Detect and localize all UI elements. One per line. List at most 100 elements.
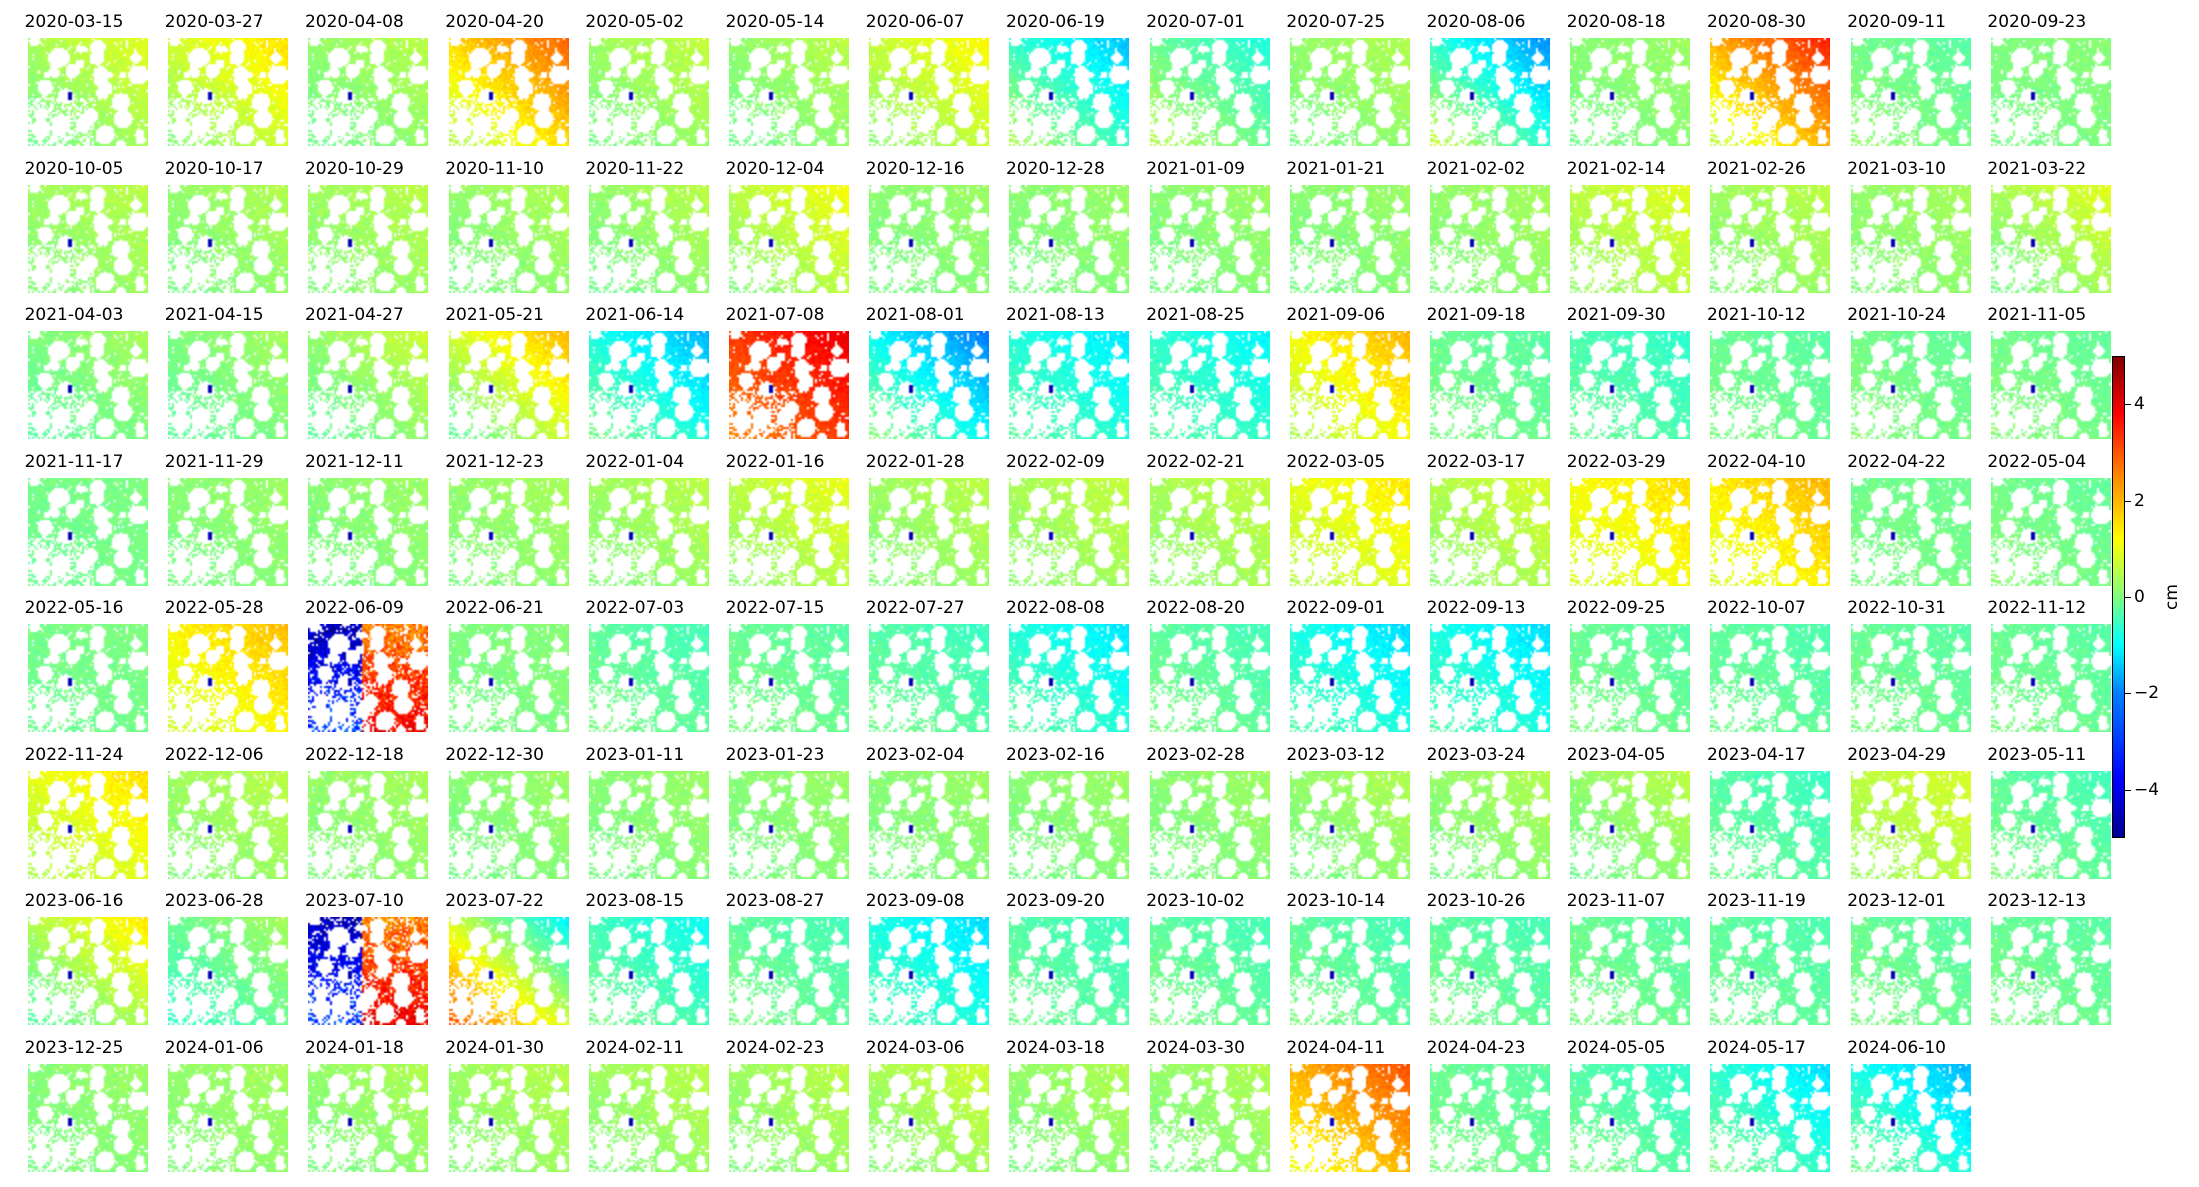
displacement-map [1289,184,1410,293]
displacement-map [1430,331,1550,439]
panel-title: 2021-01-21 [1286,158,1386,179]
panel-title: 2023-08-15 [585,891,685,911]
panel-title: 2023-06-28 [164,891,264,911]
displacement-map [1710,477,1831,586]
panel-2024-04-11: 2024-04-11 [1276,1038,1416,1184]
panel-title: 2021-11-17 [24,451,124,472]
displacement-map [168,38,289,146]
displacement-map [1850,331,1971,439]
panel-2022-03-05: 2022-03-05 [1276,452,1416,598]
panel-title: 2020-12-04 [725,158,825,179]
displacement-map [28,1063,148,1172]
panel-2022-07-15: 2022-07-15 [715,598,855,744]
panel-title: 2023-06-16 [24,891,124,911]
panel-2024-05-05: 2024-05-05 [1556,1038,1696,1184]
displacement-map [729,624,849,732]
displacement-map [1850,1063,1971,1172]
displacement-map [729,331,849,439]
displacement-map [869,624,990,732]
panel-title: 2020-07-25 [1286,12,1386,32]
displacement-map [308,331,429,439]
panel-title: 2023-07-10 [304,891,404,911]
panel-2022-11-24: 2022-11-24 [14,745,154,891]
panel-title: 2022-10-07 [1706,598,1806,618]
displacement-map [588,477,709,586]
displacement-map [308,917,429,1025]
displacement-map [1570,38,1691,146]
panel-2023-08-15: 2023-08-15 [575,891,715,1037]
panel-2021-03-10: 2021-03-10 [1837,159,1977,305]
displacement-map [168,917,289,1025]
panel-2022-12-18: 2022-12-18 [294,745,434,891]
panel-2021-02-14: 2021-02-14 [1556,159,1696,305]
panel-title: 2020-03-15 [24,12,124,32]
colorbar-tick [2125,500,2131,502]
panel-title: 2022-11-12 [1987,598,2087,618]
panel-2021-04-03: 2021-04-03 [14,305,154,451]
panel-title: 2023-11-07 [1566,891,1666,911]
displacement-map [448,331,569,439]
panel-title: 2023-10-14 [1286,891,1386,911]
panel-2021-01-21: 2021-01-21 [1276,159,1416,305]
panel-2024-01-30: 2024-01-30 [435,1038,575,1184]
panel-2023-11-07: 2023-11-07 [1556,891,1696,1037]
displacement-map [1289,770,1410,879]
panel-title: 2022-09-13 [1426,598,1526,618]
panel-title: 2020-03-27 [164,12,264,32]
panel-2021-05-21: 2021-05-21 [435,305,575,451]
displacement-map [28,184,148,293]
panel-title: 2023-11-19 [1706,891,1806,911]
panel-title: 2021-06-14 [585,305,685,325]
panel-title: 2020-09-11 [1847,12,1946,32]
displacement-map [588,38,709,146]
displacement-map [168,770,289,879]
panel-title: 2023-04-29 [1847,744,1946,765]
panel-2021-04-27: 2021-04-27 [294,305,434,451]
colorbar-label: cm [2162,584,2182,610]
panel-title: 2022-01-16 [725,451,825,472]
displacement-map [869,331,990,439]
panel-2020-09-11: 2020-09-11 [1837,12,1977,158]
colorbar-tick-label: 2 [2134,490,2145,511]
displacement-map [1570,1063,1691,1172]
panel-2021-08-01: 2021-08-01 [855,305,995,451]
colorbar-tick-label: 0 [2134,587,2145,607]
panel-2021-04-15: 2021-04-15 [154,305,294,451]
panel-title: 2024-03-30 [1146,1037,1245,1058]
panel-2022-09-25: 2022-09-25 [1556,598,1696,744]
panel-2021-10-24: 2021-10-24 [1837,305,1977,451]
displacement-map [1710,38,1831,146]
displacement-map [1009,184,1130,293]
panel-2021-08-25: 2021-08-25 [1136,305,1276,451]
displacement-map [448,624,569,732]
panel-title: 2020-07-01 [1146,12,1245,32]
displacement-map [448,917,569,1025]
panel-2021-09-06: 2021-09-06 [1276,305,1416,451]
panel-title: 2024-05-17 [1706,1037,1806,1058]
displacement-map [588,917,709,1025]
panel-2020-07-25: 2020-07-25 [1276,12,1416,158]
panel-2020-12-28: 2020-12-28 [995,159,1135,305]
panel-2023-05-11: 2023-05-11 [1977,745,2117,891]
panel-title: 2022-02-21 [1146,451,1245,472]
panel-title: 2023-07-22 [445,891,544,911]
panel-title: 2023-03-24 [1426,744,1526,765]
displacement-map [308,624,429,732]
panel-title: 2022-11-24 [24,744,124,765]
panel-2022-10-31: 2022-10-31 [1837,598,1977,744]
panel-2022-02-21: 2022-02-21 [1136,452,1276,598]
displacement-map [28,38,148,146]
displacement-map [28,770,148,879]
panel-2023-06-16: 2023-06-16 [14,891,154,1037]
panel-2020-06-07: 2020-06-07 [855,12,995,158]
panel-title: 2023-09-20 [1005,891,1105,911]
panel-2023-01-11: 2023-01-11 [575,745,715,891]
panel-title: 2021-02-02 [1426,158,1526,179]
panel-2023-04-17: 2023-04-17 [1696,745,1836,891]
panel-title: 2022-01-04 [585,451,685,472]
displacement-map [1710,624,1831,732]
displacement-map [1149,770,1270,879]
panel-title: 2024-01-18 [304,1037,404,1058]
panel-title: 2021-08-13 [1005,305,1105,325]
panel-title: 2021-09-30 [1566,305,1666,325]
